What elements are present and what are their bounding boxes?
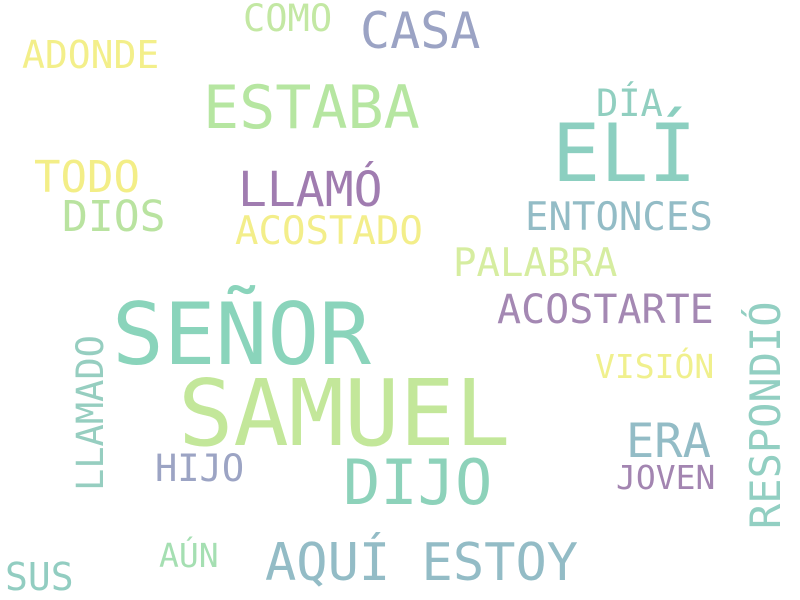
word-eli: ELÍ [552, 107, 697, 200]
word-todo: TODO [34, 152, 140, 203]
word-llamado: LLAMADO [69, 335, 112, 491]
word-vision: VISIÓN [595, 347, 715, 386]
word-acostado: ACOSTADO [235, 209, 423, 254]
word-entonces: ENTONCES [525, 195, 713, 240]
word-hijo: HIJO [155, 447, 245, 490]
word-casa: CASA [360, 2, 481, 60]
word-llamo: LLAMÓ [238, 162, 383, 218]
word-palabra: PALABRA [453, 241, 618, 286]
word-aqui-estoy: AQUÍ ESTOY [265, 533, 579, 593]
word-aun: AÚN [159, 536, 219, 575]
word-samuel: SAMUEL [178, 360, 511, 467]
word-acostarte: ACOSTARTE [497, 287, 714, 333]
word-senor: SEÑOR [112, 285, 371, 385]
word-dia: DÍA [596, 82, 663, 125]
word-joven: JOVEN [616, 458, 716, 497]
word-era: ERA [626, 414, 711, 469]
word-como: COMO [243, 0, 333, 40]
word-respondio: RESPONDIÓ [741, 301, 790, 529]
word-sus: SUS [5, 555, 74, 599]
word-dios: DIOS [62, 192, 166, 242]
word-dijo: DIJO [343, 446, 493, 519]
word-adonde: ADONDE [22, 33, 160, 77]
word-estaba: ESTABA [203, 73, 420, 143]
